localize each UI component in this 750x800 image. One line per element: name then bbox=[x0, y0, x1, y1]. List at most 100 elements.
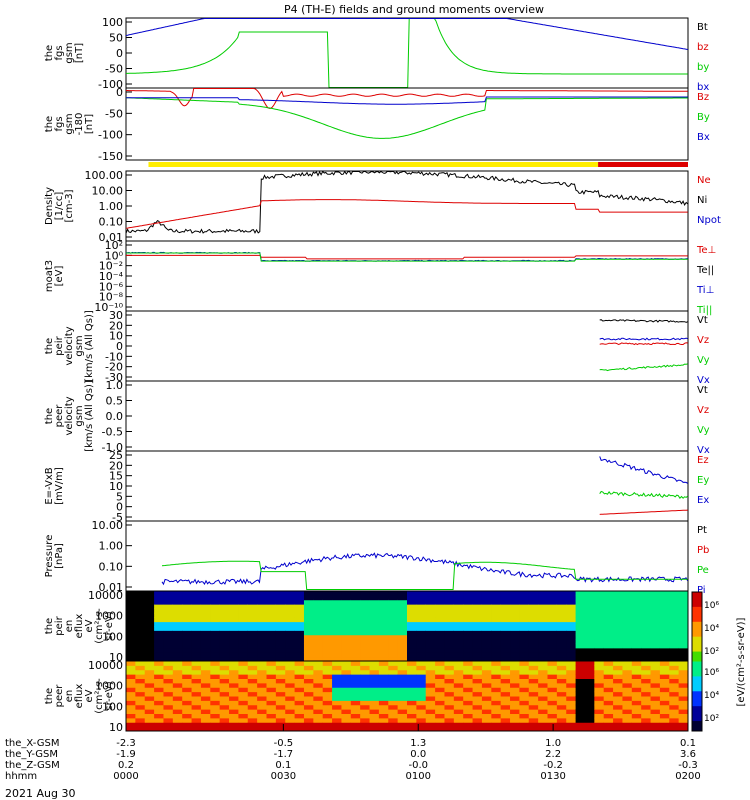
heatmap-cell bbox=[341, 604, 352, 609]
heatmap-cell bbox=[659, 630, 670, 636]
heatmap-cell bbox=[332, 709, 342, 714]
heatmap-cell bbox=[641, 652, 652, 658]
heatmap-cell bbox=[519, 643, 530, 649]
heatmap-cell bbox=[350, 626, 361, 631]
heatmap-cell bbox=[163, 722, 174, 728]
heatmap-cell bbox=[594, 696, 605, 701]
y-axis-label: Density[1/cc][cm-3] bbox=[44, 187, 75, 225]
y-tick-label: 1.0 bbox=[106, 379, 124, 392]
heatmap-cell bbox=[360, 630, 371, 636]
heatmap-cell bbox=[659, 678, 670, 684]
panel-p5: 1.00.50.0-0.5-1.0thepeervelocitygsm[km/s… bbox=[44, 379, 710, 456]
heatmap-cell bbox=[229, 630, 239, 636]
heatmap-cell bbox=[369, 639, 380, 644]
heatmap-cell bbox=[360, 696, 371, 701]
colorbar-cell bbox=[692, 596, 702, 603]
heatmap-cell bbox=[219, 604, 230, 609]
heatmap-cell bbox=[575, 630, 586, 636]
heatmap-cell bbox=[435, 713, 445, 719]
heatmap-cell bbox=[135, 656, 146, 662]
heatmap-cell bbox=[275, 612, 286, 618]
heatmap-cell bbox=[453, 639, 464, 644]
heatmap-cell bbox=[556, 621, 567, 627]
heatmap-cell bbox=[210, 612, 221, 618]
heatmap-cell bbox=[126, 691, 136, 697]
heatmap-cell bbox=[172, 621, 183, 627]
heatmap-cell bbox=[519, 713, 530, 719]
heatmap-cell bbox=[210, 656, 221, 662]
heatmap-cell bbox=[144, 599, 155, 605]
heatmap-cell bbox=[416, 717, 427, 723]
heatmap-cell bbox=[463, 717, 474, 723]
heatmap-cell bbox=[566, 617, 577, 623]
heatmap-cell bbox=[472, 704, 483, 710]
heatmap-cell bbox=[678, 630, 689, 636]
panel-frame bbox=[125, 310, 689, 382]
heatmap-cell bbox=[144, 621, 155, 627]
heatmap-cell bbox=[453, 591, 464, 596]
heatmap-cell bbox=[463, 674, 474, 679]
heatmap-cell bbox=[472, 626, 483, 631]
heatmap-cell bbox=[182, 595, 193, 601]
heatmap-cell bbox=[238, 704, 249, 710]
heatmap-cell bbox=[360, 661, 371, 666]
heatmap-cell bbox=[519, 608, 530, 614]
heatmap-cell bbox=[519, 717, 530, 723]
heatmap-cell bbox=[285, 700, 296, 706]
heatmap-cell bbox=[407, 717, 417, 723]
heatmap-cell bbox=[678, 634, 689, 640]
heatmap-cell bbox=[463, 639, 474, 644]
heatmap-cell bbox=[332, 678, 342, 684]
heatmap-cell bbox=[481, 687, 492, 693]
colorbar-cell bbox=[692, 726, 702, 732]
heatmap-cell bbox=[303, 691, 314, 697]
heatmap-cell bbox=[510, 717, 520, 723]
heatmap-cell bbox=[678, 700, 689, 706]
heatmap-cell bbox=[444, 621, 455, 627]
heatmap-cell bbox=[200, 722, 211, 728]
heatmap-cell bbox=[322, 722, 333, 728]
heatmap-cell bbox=[210, 626, 221, 631]
heatmap-cell bbox=[613, 617, 623, 623]
heatmap-cell bbox=[435, 656, 445, 662]
heatmap-cell bbox=[538, 700, 548, 706]
heatmap-cell bbox=[341, 691, 352, 697]
heatmap-cell bbox=[154, 617, 164, 623]
heatmap-cell bbox=[322, 704, 333, 710]
heatmap-cell bbox=[200, 591, 211, 596]
heatmap-cell bbox=[556, 717, 567, 723]
heatmap-cell bbox=[229, 647, 239, 653]
heatmap-cell bbox=[594, 626, 605, 631]
heatmap-cell bbox=[556, 634, 567, 640]
series-Bz bbox=[126, 88, 688, 109]
heatmap-cell bbox=[210, 661, 221, 666]
heatmap-cell bbox=[285, 661, 296, 666]
heatmap-cell bbox=[172, 700, 183, 706]
heatmap-cell bbox=[200, 647, 211, 653]
heatmap-cell bbox=[294, 595, 305, 601]
heatmap-cell bbox=[191, 722, 202, 728]
heatmap-cell bbox=[163, 604, 174, 609]
heatmap-cell bbox=[191, 709, 202, 714]
heatmap-cell bbox=[594, 700, 605, 706]
heatmap-cell bbox=[575, 669, 586, 675]
heatmap-cell bbox=[266, 604, 277, 609]
heatmap-cell bbox=[416, 595, 427, 601]
heatmap-cell bbox=[491, 678, 502, 684]
legend-entry: By bbox=[697, 112, 710, 123]
heatmap-cell bbox=[641, 608, 652, 614]
heatmap-cell bbox=[322, 674, 333, 679]
colorbar-label: [eV/(cm²-s-sr-eV)] bbox=[736, 617, 747, 706]
y-tick-label: -30 bbox=[105, 371, 123, 384]
colorbar-cell bbox=[692, 686, 702, 692]
y-axis-label-part: -180 bbox=[74, 113, 85, 136]
heatmap-cell bbox=[453, 691, 464, 697]
colorbar-tick-label: 10⁶ bbox=[704, 601, 719, 611]
y-tick-label: 0.01 bbox=[99, 231, 124, 244]
heatmap-cell bbox=[641, 630, 652, 636]
heatmap-cell bbox=[631, 634, 642, 640]
heatmap-cell bbox=[575, 595, 586, 601]
x-tick-label: -0.3 bbox=[678, 760, 698, 771]
heatmap-cell bbox=[407, 617, 417, 623]
heatmap-cell bbox=[613, 665, 623, 671]
